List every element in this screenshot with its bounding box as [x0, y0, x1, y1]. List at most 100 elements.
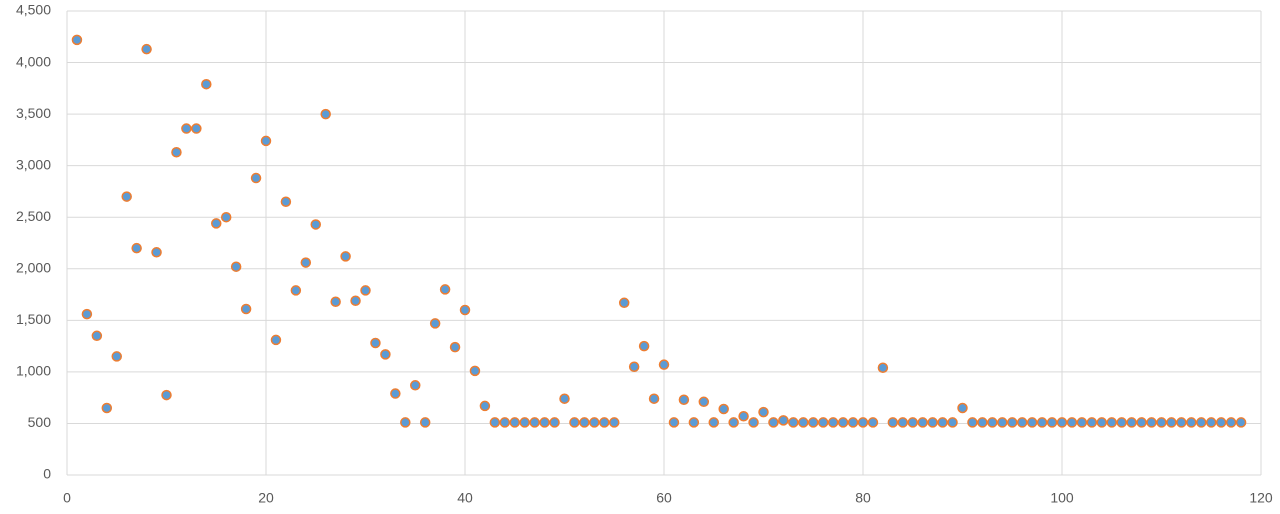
point — [877, 362, 889, 374]
point — [81, 308, 93, 320]
y-tick-label: 3,000 — [16, 156, 51, 172]
x-tick-label: 40 — [457, 490, 473, 506]
point — [360, 285, 371, 296]
point — [1206, 417, 1217, 428]
point — [1225, 417, 1237, 428]
point — [1026, 417, 1038, 428]
point — [937, 417, 948, 428]
y-tick-label: 4,000 — [16, 53, 51, 69]
point — [91, 330, 103, 342]
point — [668, 417, 680, 428]
point — [1016, 417, 1028, 428]
point — [469, 365, 481, 377]
point — [340, 251, 351, 262]
point — [429, 318, 441, 329]
point — [121, 191, 132, 202]
point — [847, 417, 859, 428]
point — [977, 417, 988, 428]
point — [778, 415, 789, 426]
point — [499, 417, 511, 428]
y-tick-label: 1,000 — [16, 363, 51, 379]
point — [947, 417, 958, 428]
point — [1186, 417, 1197, 428]
point — [489, 417, 501, 428]
point — [1176, 417, 1187, 428]
point — [479, 400, 491, 412]
point — [300, 257, 312, 268]
point — [1007, 417, 1018, 428]
point — [698, 396, 710, 408]
y-tick-label: 500 — [28, 414, 52, 430]
point — [599, 417, 610, 428]
point — [728, 417, 739, 428]
y-tick-label: 3,500 — [16, 105, 51, 121]
point — [589, 417, 600, 428]
x-tick-label: 80 — [855, 490, 871, 506]
point — [957, 402, 968, 414]
point — [449, 341, 461, 353]
point — [260, 135, 272, 147]
point — [161, 389, 172, 401]
point — [1086, 417, 1098, 428]
point — [171, 147, 182, 158]
point — [131, 242, 142, 254]
point — [798, 417, 809, 428]
point — [718, 403, 729, 415]
point — [1106, 417, 1117, 428]
point — [141, 43, 152, 55]
point — [151, 247, 162, 258]
x-tick-label: 120 — [1249, 490, 1273, 506]
point — [997, 417, 1008, 428]
point — [1166, 417, 1177, 428]
point — [1046, 417, 1058, 428]
x-tick-label: 60 — [656, 490, 672, 506]
point — [370, 337, 381, 349]
y-tick-label: 4,500 — [16, 2, 51, 18]
point — [240, 303, 252, 315]
point — [817, 417, 829, 428]
point — [559, 393, 570, 404]
point — [410, 380, 421, 391]
point — [808, 417, 819, 428]
point — [1146, 417, 1157, 428]
point — [1076, 417, 1088, 428]
point — [638, 340, 650, 352]
point — [967, 417, 978, 428]
point — [748, 417, 759, 428]
point — [439, 284, 451, 295]
point — [201, 78, 212, 90]
point — [579, 417, 590, 428]
point — [191, 123, 202, 134]
point — [618, 297, 630, 309]
point — [1056, 417, 1068, 428]
point — [1136, 417, 1147, 428]
point — [1156, 417, 1167, 428]
point — [350, 295, 361, 306]
y-tick-label: 1,500 — [16, 311, 51, 327]
point — [609, 417, 620, 428]
point — [71, 34, 83, 46]
point — [459, 304, 471, 316]
point — [907, 417, 918, 428]
point — [648, 393, 660, 404]
point — [539, 417, 550, 428]
point — [628, 361, 640, 372]
point — [837, 417, 849, 428]
point — [1215, 417, 1227, 428]
point — [400, 417, 411, 428]
point — [1235, 417, 1247, 428]
point — [419, 417, 431, 428]
x-tick-label: 0 — [63, 490, 71, 506]
point — [380, 349, 391, 360]
y-tick-label: 0 — [43, 466, 51, 482]
point — [678, 394, 690, 405]
x-tick-label: 100 — [1050, 490, 1074, 506]
point — [867, 417, 879, 428]
point — [897, 417, 909, 428]
point — [827, 417, 839, 428]
point — [768, 417, 779, 428]
point — [1116, 417, 1127, 428]
x-tick-label: 20 — [258, 490, 274, 506]
point — [390, 388, 401, 399]
